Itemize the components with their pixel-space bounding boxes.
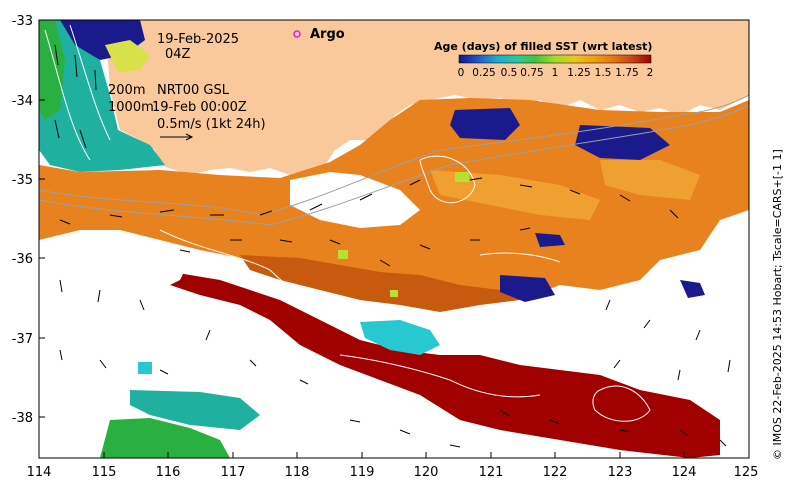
- y-axis: [39, 19, 45, 418]
- current-scale-arrow: [160, 133, 194, 141]
- y-tick-38: -38: [12, 411, 33, 426]
- teal-band-west: [39, 20, 165, 172]
- y-tick-37: -37: [12, 332, 33, 347]
- blue-patch-mid: [535, 233, 565, 247]
- dark-orange-interior: [240, 255, 520, 312]
- green-patch-sw: [100, 418, 230, 458]
- gap-west: [39, 232, 190, 420]
- lime-speck-1: [455, 172, 469, 182]
- legend-tick-025: 0.25: [472, 67, 495, 79]
- legend-tick-125: 1.25: [567, 67, 590, 79]
- legend-tick-0: 0: [458, 67, 465, 79]
- isobath-200m: [39, 94, 749, 216]
- x-tick-125: 125: [734, 465, 759, 480]
- y-tick-36: -36: [12, 252, 33, 267]
- x-tick-124: 124: [672, 465, 697, 480]
- sst-contours: [44, 24, 651, 422]
- isobath-1000m-label: 1000m: [108, 100, 154, 115]
- legend-colorbar: [458, 54, 652, 64]
- x-tick-114: 114: [27, 465, 52, 480]
- argo-float-marker: [293, 30, 301, 38]
- legend-tick-1: 1: [552, 67, 559, 79]
- y-tick-35: -35: [12, 173, 33, 188]
- y-tick-labels: -33 -34 -35 -36 -37 -38: [12, 14, 33, 426]
- time-label: 04Z: [165, 47, 191, 62]
- lime-speck-3: [390, 290, 398, 297]
- x-tick-118: 118: [285, 465, 310, 480]
- lime-speck-2: [338, 250, 348, 259]
- x-tick-116: 116: [156, 465, 181, 480]
- analysis-time-label: 19-Feb 00:00Z: [152, 100, 247, 115]
- cyan-dot: [138, 362, 152, 374]
- credit-label: © IMOS 22-Feb-2025 14:53 Hobart; Tscale=…: [771, 149, 784, 460]
- source-label: NRT00 GSL: [157, 83, 230, 98]
- x-tick-122: 122: [543, 465, 568, 480]
- x-tick-119: 119: [350, 465, 375, 480]
- current-scale-label: 0.5m/s (1kt 24h): [157, 117, 266, 132]
- blue-patch-ne: [575, 125, 670, 160]
- legend-title: Age (days) of filled SST (wrt latest): [434, 40, 652, 53]
- light-orange-patch-2: [600, 160, 700, 200]
- x-tick-117: 117: [221, 465, 246, 480]
- date-label: 19-Feb-2025: [157, 32, 239, 47]
- gap-southeast: [580, 270, 749, 400]
- y-tick-34: -34: [12, 94, 33, 109]
- legend-tick-2: 2: [647, 67, 654, 79]
- blue-patch-east: [500, 275, 555, 302]
- x-tick-labels: 114 115 116 117 118 119 120 121 122 123 …: [27, 465, 759, 480]
- legend-tick-175: 1.75: [615, 67, 638, 79]
- legend-tick-05: 0.5: [501, 67, 518, 79]
- current-vectors: [54, 44, 731, 448]
- x-tick-115: 115: [92, 465, 117, 480]
- teal-patch-sw: [130, 390, 260, 430]
- age-legend: Age (days) of filled SST (wrt latest) 0 …: [434, 40, 653, 79]
- argo-label: Argo: [310, 27, 345, 42]
- y-tick-33: -33: [12, 14, 33, 29]
- blue-patch-far-east: [680, 280, 705, 298]
- sst-field: [39, 20, 749, 458]
- gap-south-mid: [310, 395, 560, 458]
- x-tick-121: 121: [479, 465, 504, 480]
- yellow-patch-nw: [105, 40, 150, 72]
- legend-tick-15: 1.5: [595, 67, 612, 79]
- x-tick-123: 123: [608, 465, 633, 480]
- dark-red-band: [160, 270, 720, 458]
- isobath-200m-label: 200m: [108, 83, 145, 98]
- x-axis: [38, 452, 750, 458]
- light-orange-patch-1: [430, 170, 600, 220]
- plot-frame: [38, 19, 750, 459]
- cyan-patch: [360, 320, 440, 355]
- legend-tick-075: 0.75: [520, 67, 543, 79]
- x-tick-120: 120: [414, 465, 439, 480]
- green-patch-west: [39, 20, 65, 120]
- gap-central-north: [290, 172, 420, 228]
- blue-patch-north: [450, 108, 520, 140]
